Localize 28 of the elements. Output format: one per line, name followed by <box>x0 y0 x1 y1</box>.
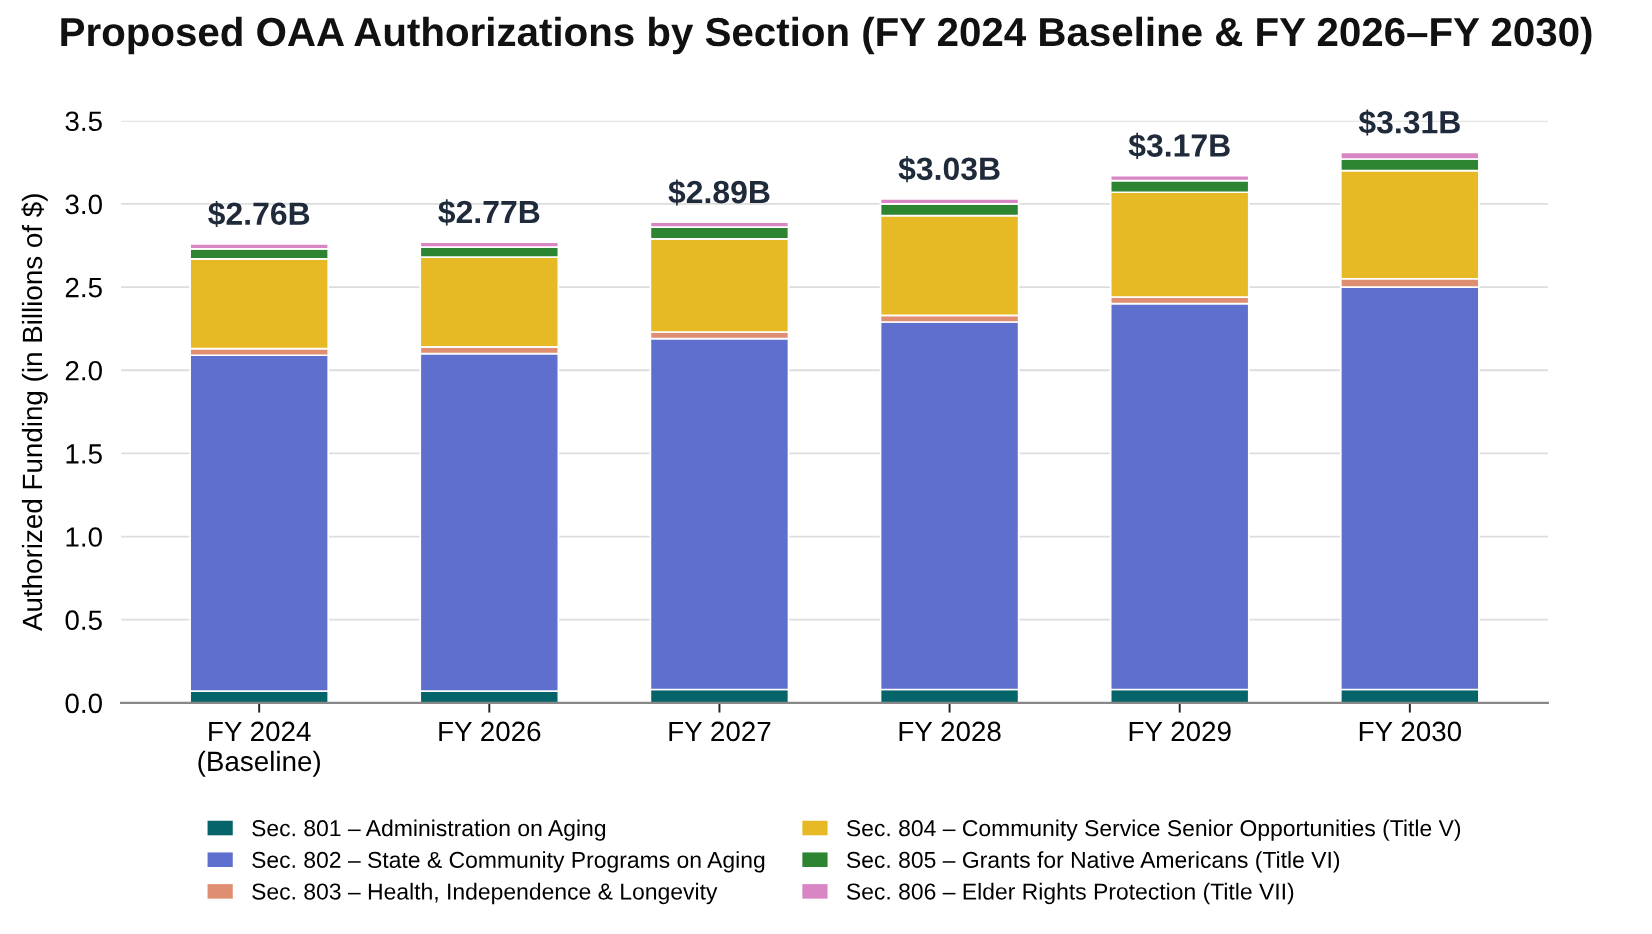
total-label: $3.03B <box>898 156 1000 183</box>
legend-label: Sec. 805 – Grants for Native Americans (Title VI) <box>846 851 1340 873</box>
y-tick-label: 0.0 <box>65 693 102 714</box>
total-label: $2.77B <box>438 199 540 226</box>
y-tick-label: 3.0 <box>65 194 102 215</box>
y-tick-label: 0.5 <box>65 610 102 631</box>
y-tick-label: 1.0 <box>66 527 102 547</box>
y-axis-title: Authorized Funding (in Billions of $) <box>21 194 48 631</box>
x-tick-label: FY 2029 <box>1129 721 1231 742</box>
legend-label: Sec. 802 – State & Community Programs on Aging <box>252 851 765 873</box>
total-label: $3.31B <box>1358 109 1460 136</box>
x-tick-label: FY 2024 (Baseline) <box>198 721 320 777</box>
total-label: $2.76B <box>208 200 310 228</box>
total-label: $2.89B <box>668 179 770 206</box>
y-tick-label: 3.5 <box>65 111 102 132</box>
y-tick-label: 1.5 <box>66 444 102 464</box>
x-tick-label: FY 2030 <box>1359 721 1462 742</box>
total-label: $3.17B <box>1128 132 1230 159</box>
y-tick-label: 2.0 <box>65 360 102 381</box>
legend-label: Sec. 803 – Health, Independence & Longevity <box>252 882 718 905</box>
x-tick-label: FY 2028 <box>899 721 1001 742</box>
legend-label: Sec. 804 – Community Service Senior Opportunities (Title V) <box>846 819 1461 841</box>
legend-label: Sec. 801 – Administration on Aging <box>252 819 606 841</box>
legend-label: Sec. 806 – Elder Rights Protection (Title VII) <box>846 882 1294 905</box>
x-tick-label: FY 2026 <box>439 721 541 742</box>
x-tick-label: FY 2027 <box>669 721 771 742</box>
y-tick-label: 2.5 <box>65 277 102 298</box>
chart-title: Proposed OAA Authorizations by Section (FY 2024 Baseline & FY 2026–FY 2030) <box>61 16 1592 55</box>
